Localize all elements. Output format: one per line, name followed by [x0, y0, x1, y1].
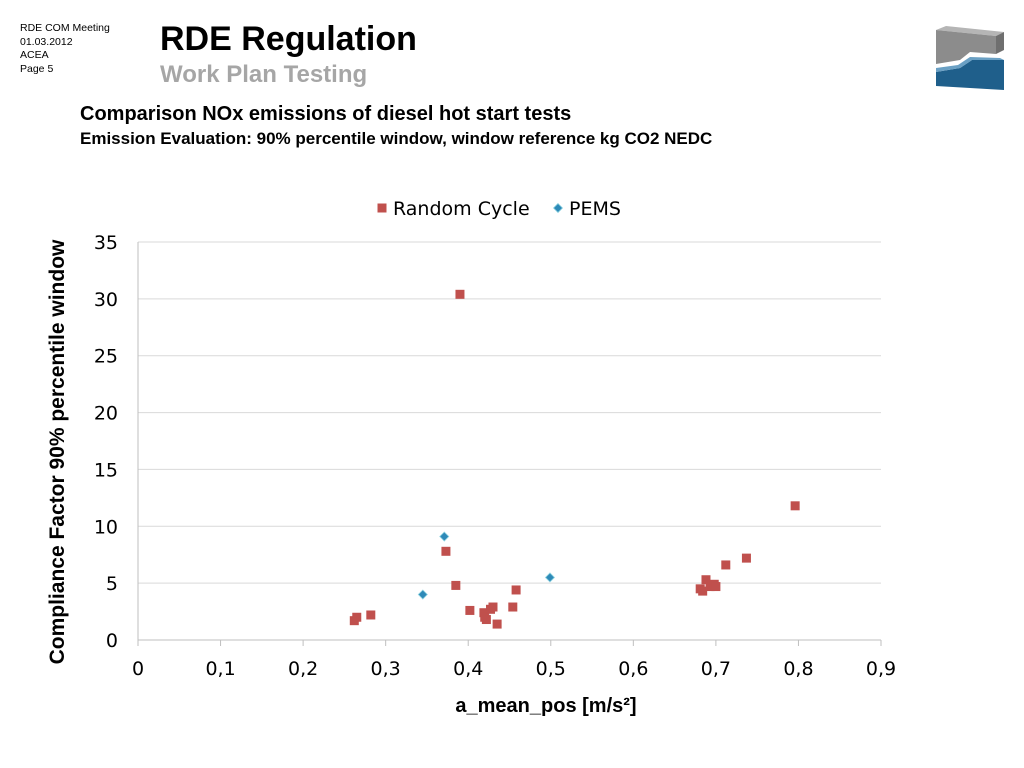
x-tick-label: 0,2: [288, 658, 318, 680]
meta-date: 01.03.2012: [20, 35, 73, 48]
x-tick-label: 0,1: [205, 658, 235, 680]
x-tick-label: 0,8: [783, 658, 813, 680]
meta-meeting: RDE COM Meeting: [20, 22, 110, 34]
random-cycle-point: [451, 580, 461, 590]
random-cycle-point: [481, 615, 491, 625]
x-tick-label: 0: [132, 658, 144, 680]
x-tick-label: 0,7: [701, 658, 731, 680]
chart-subheading: Emission Evaluation: 90% percentile wind…: [80, 129, 713, 148]
random-cycle-point: [479, 608, 489, 618]
legend-label: PEMS: [569, 198, 621, 220]
slide-subtitle: Work Plan Testing: [160, 61, 368, 88]
gridlines: [138, 241, 881, 641]
data-points: [349, 289, 800, 629]
y-tick-label: 15: [94, 459, 118, 481]
random-cycle-point: [698, 586, 708, 596]
legend-marker-random-cycle: [377, 203, 387, 213]
random-cycle-point: [508, 602, 518, 612]
y-tick-label: 20: [94, 403, 118, 425]
y-tick-labels: 0 5 10 15 20 25 30 35: [94, 232, 118, 652]
random-cycle-point: [455, 289, 465, 299]
random-cycle-point: [465, 605, 475, 615]
meta-page: Page 5: [20, 62, 54, 75]
random-cycle-point: [366, 610, 376, 620]
chart-heading: Comparison NOx emissions of diesel hot s…: [80, 103, 572, 125]
pems-point: [544, 572, 556, 583]
random-cycle-point: [511, 585, 521, 595]
x-tick-labels: 0 0,1 0,2 0,3 0,4 0,5 0,6 0,7 0,8 0,9: [132, 658, 896, 680]
random-cycle-point: [492, 619, 502, 629]
y-tick-label: 30: [94, 289, 118, 311]
y-tick-label: 5: [106, 573, 118, 595]
y-tick-label: 10: [94, 516, 118, 538]
pems-point: [417, 589, 428, 600]
random-cycle-point: [441, 546, 451, 556]
random-cycle-point: [488, 602, 498, 612]
x-tick-label: 0,3: [371, 658, 401, 680]
x-tick-label: 0,6: [618, 658, 648, 680]
random-cycle-point: [701, 575, 711, 585]
random-cycle-point: [741, 553, 751, 563]
x-tick-label: 0,5: [536, 658, 566, 680]
random-cycle-point: [352, 612, 362, 622]
y-tick-label: 25: [94, 346, 118, 368]
legend: Random Cycle PEMS: [377, 198, 621, 220]
axes: [137, 242, 882, 646]
x-tick-label: 0,9: [866, 658, 896, 680]
y-tick-label: 0: [106, 630, 118, 652]
x-axis-label: a_mean_pos [m/s²]: [455, 695, 636, 717]
x-tick-label: 0,4: [453, 658, 483, 680]
meta-organization: ACEA: [20, 49, 49, 61]
slide-meta: RDE COM Meeting 01.03.2012 ACEA Page 5: [20, 22, 110, 76]
legend-marker-pems: [552, 202, 564, 214]
legend-label: Random Cycle: [393, 198, 530, 220]
random-cycle-point: [721, 560, 731, 570]
random-cycle-point: [790, 501, 800, 511]
pems-point: [439, 531, 450, 542]
y-tick-label: 35: [94, 232, 118, 254]
random-cycle-point: [711, 582, 721, 592]
y-axis-label: Compliance Factor 90% percentile window: [46, 239, 69, 664]
slide-title: RDE Regulation: [160, 20, 417, 58]
company-logo-icon: [936, 26, 1004, 90]
